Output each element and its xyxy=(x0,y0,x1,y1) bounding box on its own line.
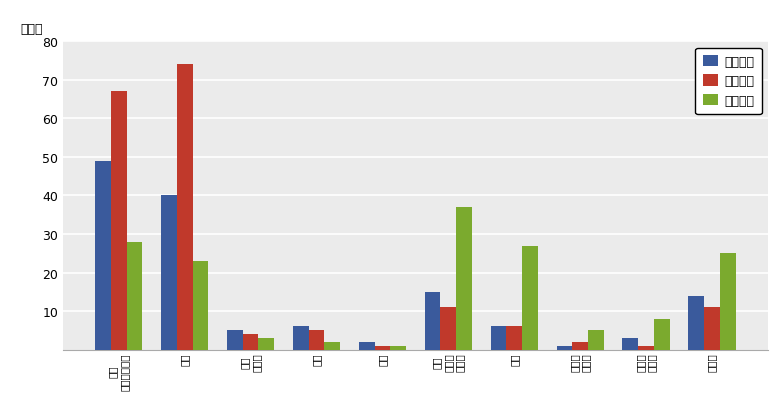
Bar xyxy=(390,346,406,350)
Bar xyxy=(638,346,654,350)
Legend: 県外転入, 県外転出, 県内移動: 県外転入, 県外転出, 県内移動 xyxy=(696,49,762,115)
Bar xyxy=(293,327,308,350)
Bar xyxy=(242,334,259,350)
Bar xyxy=(177,65,192,350)
Bar xyxy=(654,319,670,350)
Bar xyxy=(259,338,274,350)
Bar xyxy=(324,342,340,350)
Bar xyxy=(358,342,375,350)
Bar xyxy=(720,254,736,350)
Bar xyxy=(440,308,456,350)
Bar xyxy=(588,330,604,350)
Bar xyxy=(556,346,573,350)
Bar xyxy=(425,292,440,350)
Bar xyxy=(127,242,143,350)
Bar xyxy=(308,330,324,350)
Bar xyxy=(689,296,704,350)
Bar xyxy=(491,327,506,350)
Bar xyxy=(192,261,208,350)
Bar xyxy=(506,327,522,350)
Bar xyxy=(522,246,538,350)
Bar xyxy=(456,208,472,350)
Bar xyxy=(704,308,720,350)
Bar xyxy=(375,346,390,350)
Text: （人）: （人） xyxy=(20,23,43,36)
Bar xyxy=(95,162,111,350)
Bar xyxy=(111,92,127,350)
Bar xyxy=(622,338,638,350)
Bar xyxy=(573,342,588,350)
Bar xyxy=(227,330,242,350)
Bar xyxy=(161,196,177,350)
